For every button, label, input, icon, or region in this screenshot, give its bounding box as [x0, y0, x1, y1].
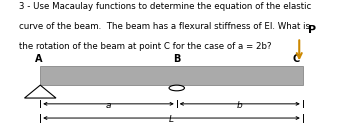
Text: A: A [35, 54, 42, 64]
Text: L: L [169, 115, 174, 124]
Text: 3 - Use Macaulay functions to determine the equation of the elastic: 3 - Use Macaulay functions to determine … [19, 2, 312, 11]
Text: P: P [308, 25, 316, 35]
Text: curve of the beam.  The beam has a flexural stiffness of EI. What is: curve of the beam. The beam has a flexur… [19, 22, 310, 31]
Text: C: C [292, 54, 299, 64]
Bar [40, 66, 303, 85]
Text: B: B [173, 54, 181, 64]
Text: a: a [106, 101, 111, 110]
Polygon shape [25, 85, 56, 98]
Text: the rotation of the beam at point C for the case of a = 2b?: the rotation of the beam at point C for … [19, 42, 272, 51]
Circle shape [169, 85, 184, 91]
Text: b: b [237, 101, 243, 110]
